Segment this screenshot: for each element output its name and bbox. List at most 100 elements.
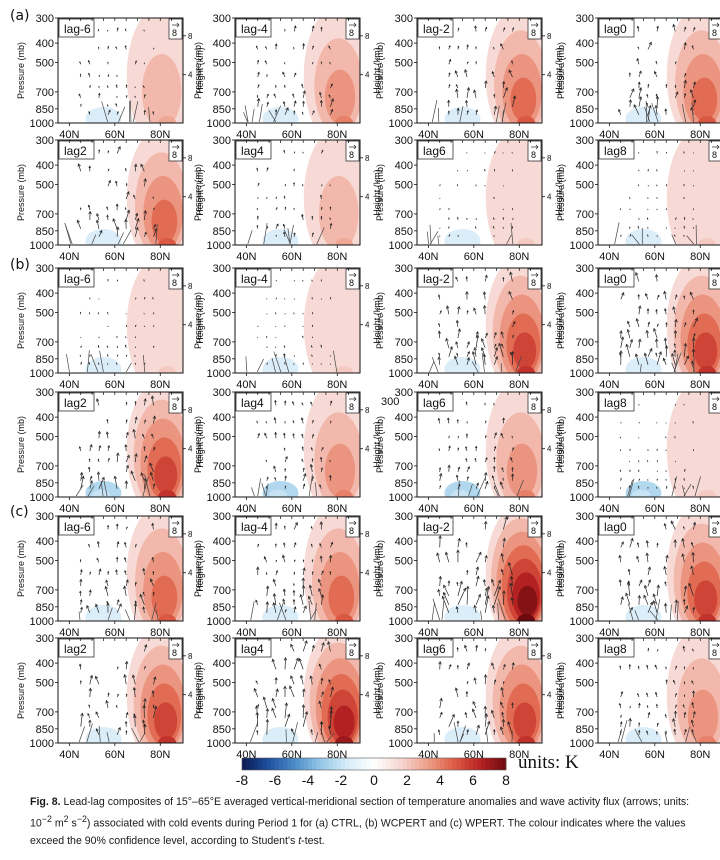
flux-arrow (665, 345, 668, 357)
flux-arrowhead (683, 526, 685, 528)
flux-arrow (620, 336, 624, 348)
flux-arrow (302, 711, 308, 727)
y-tick-label: 300 (576, 135, 594, 147)
flux-arrowhead (142, 704, 146, 709)
flux-arrowhead (636, 555, 640, 559)
flux-arrowhead (310, 525, 313, 528)
flux-arrowhead (89, 354, 91, 356)
y-tick-label: 700 (213, 461, 231, 473)
flux-arrowhead (275, 570, 278, 573)
flux-arrowhead (153, 676, 157, 680)
flux-arrowhead (140, 163, 144, 168)
flux-arrowhead (465, 290, 469, 295)
flux-arrowhead (636, 57, 640, 61)
flux-arrow (319, 701, 322, 709)
reference-arrow-box: 8 (527, 392, 542, 414)
x-tick-label: 40N (59, 627, 79, 639)
y-tick-label: 500 (36, 58, 54, 70)
lag-label-box: lag6 (417, 638, 454, 658)
flux-arrowhead (629, 226, 631, 228)
flux-arrow (638, 305, 641, 315)
y-tick-label: 400 (395, 38, 413, 50)
flux-arrow-surface (65, 225, 72, 245)
flux-arrowhead (484, 434, 487, 437)
lag-label: lag2 (64, 396, 87, 410)
flux-arrowhead (107, 457, 110, 461)
colorbar-segment (345, 758, 350, 770)
y-axis-title: Pressure (mb) (556, 164, 566, 221)
flux-arrow-surface (292, 721, 298, 743)
flux-arrowhead (124, 218, 128, 223)
colorbar-tick-label: -6 (269, 772, 282, 788)
flux-arrowhead (481, 347, 485, 351)
y-tick-label: 700 (576, 707, 594, 719)
flux-arrow (647, 105, 651, 115)
reference-arrowhead (716, 642, 720, 648)
flux-arrowhead (512, 310, 515, 313)
flux-arrowhead (653, 327, 657, 332)
y-tick-label: 500 (395, 678, 413, 690)
flux-arrowhead (115, 203, 119, 207)
flux-arrowhead (309, 675, 313, 679)
y-axis-title: Pressure (mb) (193, 662, 203, 719)
flux-arrow-surface (647, 110, 651, 123)
flux-arrowhead (144, 419, 147, 422)
flux-arrowhead (674, 477, 676, 480)
flux-arrow (88, 467, 91, 472)
y-tick-label: 400 (576, 160, 594, 172)
cold-anomaly-contour (444, 727, 481, 743)
cold-anomaly-contour (625, 727, 662, 743)
y2-tick-label: 4 (188, 445, 193, 454)
flux-arrowhead (637, 293, 640, 297)
flux-arrowhead (619, 330, 623, 334)
y2-axis-title: Height (km) (554, 297, 564, 344)
lag-label: lag0 (604, 22, 627, 36)
flux-arrowhead (648, 104, 652, 109)
panel-plot-area (429, 268, 542, 373)
x-tick-label: 60N (464, 129, 484, 141)
flux-arrowhead (491, 70, 495, 74)
flux-arrow (134, 227, 138, 237)
flux-arrowhead (125, 711, 129, 715)
flux-arrow-surface (683, 484, 692, 497)
flux-arrow (500, 433, 504, 439)
flux-arrowhead (662, 357, 666, 362)
flux-arrowhead (655, 93, 658, 96)
flux-arrowhead (494, 346, 499, 351)
flux-arrowhead (125, 419, 128, 422)
flux-arrow (289, 685, 295, 698)
flux-arrowhead (656, 722, 659, 725)
flux-arrowhead (153, 446, 156, 449)
flux-arrowhead (256, 167, 259, 170)
flux-arrowhead (292, 598, 296, 602)
flux-arrow (321, 691, 324, 698)
colorbar: -8 -6 -4 -2 0 2 4 6 8 (236, 757, 510, 788)
flux-arrowhead (482, 353, 487, 358)
flux-arrow (474, 677, 477, 685)
flux-arrowhead (466, 341, 470, 345)
flux-arrowhead (476, 575, 480, 580)
flux-arrowhead (275, 312, 277, 314)
flux-arrow (484, 713, 487, 727)
flux-arrow (299, 658, 304, 670)
colorbar-segment (415, 758, 420, 770)
flux-arrowhead (150, 395, 155, 399)
colorbar-segment (440, 758, 445, 770)
flux-arrow-surface (316, 227, 325, 245)
flux-arrowhead (454, 355, 458, 360)
y2-tick-label: 8 (188, 282, 193, 291)
colorbar-segment (489, 758, 494, 770)
lag-label: lag0 (604, 272, 627, 286)
y-tick-label: 1000 (30, 738, 54, 750)
reference-arrow-label: 8 (531, 28, 536, 38)
flux-arrow (674, 729, 676, 735)
y2-tick-label: 4 (365, 445, 370, 454)
flux-arrow (321, 594, 324, 605)
colorbar-tick-label: 2 (403, 772, 411, 788)
warm-anomaly-contour (303, 268, 360, 373)
flux-arrow (134, 417, 137, 424)
flux-arrow-surface (639, 363, 642, 373)
flux-arrowhead (319, 555, 323, 559)
flux-arrowhead (292, 401, 295, 404)
flux-arrowhead (321, 570, 324, 573)
